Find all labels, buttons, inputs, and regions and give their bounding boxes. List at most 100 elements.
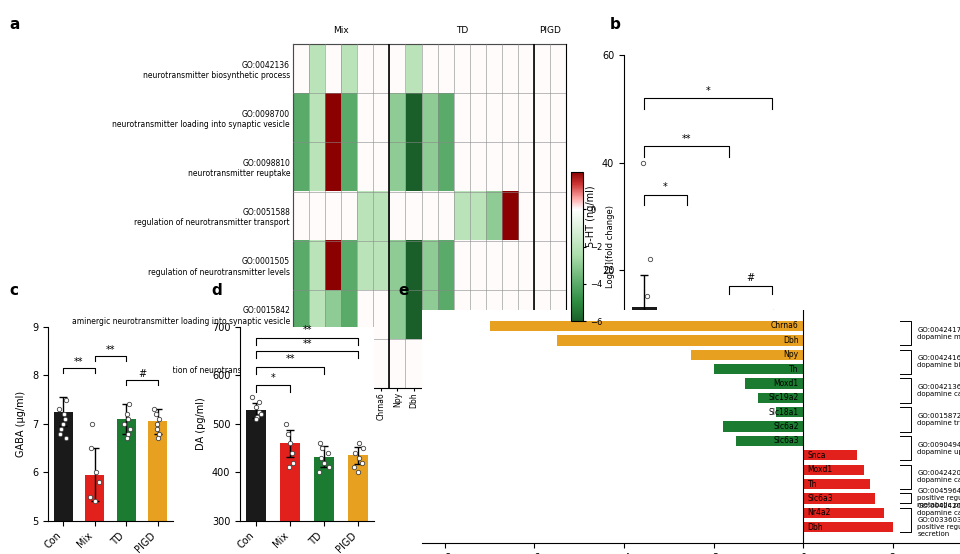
Point: [314, 444, 329, 453]
Text: *: *: [663, 182, 668, 192]
Text: Th: Th: [789, 365, 799, 373]
Point: [633, 319, 648, 327]
Point: [284, 448, 300, 457]
Text: GO:0042416
dopamine biosynthetic process: GO:0042416 dopamine biosynthetic process: [918, 356, 960, 368]
Text: Moxd1: Moxd1: [774, 379, 799, 388]
Text: d: d: [211, 283, 222, 297]
Text: Slc18a1: Slc18a1: [769, 408, 799, 417]
Point: [53, 424, 68, 433]
Text: Mix: Mix: [333, 25, 348, 34]
Point: [249, 414, 264, 423]
Point: [675, 348, 690, 357]
Text: #: #: [746, 273, 755, 283]
Point: [641, 340, 657, 349]
Text: *: *: [271, 373, 276, 383]
Point: [91, 478, 107, 486]
Text: c: c: [10, 283, 18, 297]
Point: [53, 429, 68, 438]
Point: [121, 414, 136, 423]
Point: [280, 429, 296, 438]
Point: [768, 356, 783, 365]
Point: [56, 419, 71, 428]
Point: [676, 346, 691, 355]
Point: [121, 400, 136, 409]
Bar: [804, 479, 871, 489]
Text: *: *: [706, 85, 710, 96]
Text: **: **: [302, 338, 312, 348]
Point: [151, 429, 166, 438]
Point: [355, 444, 371, 453]
Point: [150, 424, 165, 433]
Point: [312, 439, 327, 448]
Point: [685, 330, 701, 338]
Point: [58, 434, 73, 443]
Point: [249, 412, 264, 421]
Point: [758, 367, 774, 376]
Point: [770, 351, 785, 360]
Point: [765, 308, 780, 317]
Bar: [246, 410, 267, 554]
Bar: [85, 475, 104, 554]
Y-axis label: 5-HT (ng/ml): 5-HT (ng/ml): [587, 185, 596, 247]
Point: [725, 362, 740, 371]
Point: [677, 353, 692, 362]
Bar: [804, 493, 875, 504]
Text: Moxd1: Moxd1: [807, 465, 833, 474]
Bar: [758, 393, 804, 403]
Point: [758, 340, 774, 349]
Point: [722, 370, 737, 378]
Bar: [759, 339, 784, 377]
Text: GO:0042136
dopamine catabolic process: GO:0042136 dopamine catabolic process: [918, 384, 960, 397]
Y-axis label: Log[2](fold change): Log[2](fold change): [606, 205, 614, 288]
Point: [761, 362, 777, 371]
Point: [150, 434, 165, 443]
Bar: [490, 321, 804, 331]
Text: #: #: [138, 369, 146, 379]
Point: [121, 429, 136, 438]
Point: [765, 330, 780, 338]
Point: [631, 335, 646, 343]
Bar: [736, 436, 804, 446]
Point: [351, 439, 367, 448]
Point: [84, 444, 99, 453]
Point: [120, 409, 135, 419]
Text: **: **: [106, 345, 115, 355]
Point: [253, 410, 269, 419]
Bar: [280, 443, 300, 554]
Bar: [723, 422, 804, 432]
Point: [350, 468, 366, 476]
Text: GO:0042420
dopamine catabolic process: GO:0042420 dopamine catabolic process: [918, 470, 960, 484]
Point: [758, 319, 774, 327]
Bar: [745, 378, 804, 389]
Point: [718, 367, 733, 376]
Point: [87, 497, 103, 506]
Point: [58, 414, 73, 423]
Point: [248, 402, 263, 411]
Bar: [804, 507, 884, 518]
Text: b: b: [610, 17, 620, 32]
Point: [119, 434, 134, 443]
Text: GO:0045964
positive regulation of dopamine
metabolic process: GO:0045964 positive regulation of dopami…: [918, 489, 960, 509]
Bar: [314, 456, 334, 554]
Point: [347, 463, 362, 472]
Text: **: **: [302, 325, 312, 335]
Text: Snca: Snca: [807, 451, 827, 460]
Y-axis label: DA (pg/ml): DA (pg/ml): [196, 397, 206, 450]
Point: [679, 362, 694, 371]
Point: [314, 453, 329, 462]
Point: [675, 351, 690, 360]
Bar: [348, 455, 369, 554]
Point: [116, 419, 132, 428]
Y-axis label: GABA (μg/ml): GABA (μg/ml): [16, 391, 27, 457]
Text: GO:0090494
dopamine uptake: GO:0090494 dopamine uptake: [918, 442, 960, 455]
Point: [51, 405, 66, 414]
Point: [150, 419, 165, 428]
Point: [723, 330, 738, 338]
Text: Nr4a2: Nr4a2: [807, 509, 831, 517]
Bar: [804, 450, 857, 460]
Bar: [148, 422, 167, 554]
Bar: [777, 407, 804, 417]
Text: **: **: [74, 357, 84, 367]
Point: [321, 463, 336, 472]
Point: [684, 340, 699, 349]
